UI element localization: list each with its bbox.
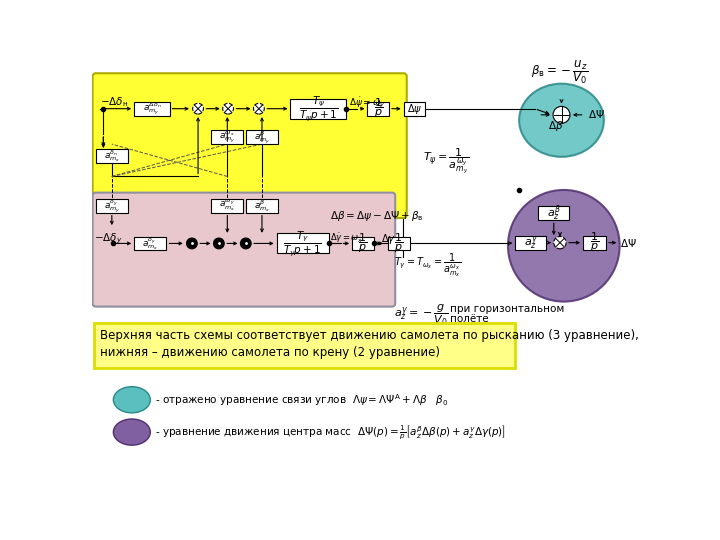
Text: $\dfrac{1}{p}$: $\dfrac{1}{p}$ bbox=[395, 232, 404, 255]
Text: $a_{m_x}^{\delta_{\rm н}}$: $a_{m_x}^{\delta_{\rm н}}$ bbox=[104, 147, 120, 164]
FancyBboxPatch shape bbox=[93, 73, 407, 218]
FancyBboxPatch shape bbox=[93, 193, 395, 307]
Text: $\Delta\psi$: $\Delta\psi$ bbox=[407, 102, 422, 116]
FancyBboxPatch shape bbox=[94, 323, 516, 368]
FancyBboxPatch shape bbox=[96, 199, 128, 213]
FancyBboxPatch shape bbox=[516, 236, 546, 249]
FancyBboxPatch shape bbox=[290, 99, 346, 119]
Circle shape bbox=[240, 238, 251, 249]
FancyBboxPatch shape bbox=[276, 233, 329, 253]
FancyBboxPatch shape bbox=[352, 237, 374, 251]
Text: $\Delta\dot{\psi}=\omega_y$: $\Delta\dot{\psi}=\omega_y$ bbox=[349, 96, 385, 110]
Text: $\Delta\Psi$: $\Delta\Psi$ bbox=[588, 108, 606, 120]
FancyBboxPatch shape bbox=[583, 236, 606, 249]
Text: $\Delta\beta$: $\Delta\beta$ bbox=[548, 119, 563, 133]
FancyBboxPatch shape bbox=[134, 102, 170, 116]
Text: $\dfrac{1}{p}$: $\dfrac{1}{p}$ bbox=[374, 97, 383, 120]
Text: $a_{m_y}^{\omega_x}$: $a_{m_y}^{\omega_x}$ bbox=[219, 130, 235, 145]
Text: $T_\psi=\dfrac{1}{a_{m_y}^{\omega_y}}$: $T_\psi=\dfrac{1}{a_{m_y}^{\omega_y}}$ bbox=[423, 146, 469, 176]
Text: $a_z^{\beta}$: $a_z^{\beta}$ bbox=[546, 204, 561, 223]
FancyBboxPatch shape bbox=[211, 130, 243, 144]
Text: $T_\gamma=T_{\omega_x}=\dfrac{1}{a_{m_x}^{\omega_x}}$: $T_\gamma=T_{\omega_x}=\dfrac{1}{a_{m_x}… bbox=[395, 251, 462, 279]
Text: $a_{m_x}^{\omega_y}$: $a_{m_x}^{\omega_y}$ bbox=[219, 198, 235, 213]
FancyBboxPatch shape bbox=[134, 237, 166, 251]
Text: $\Delta\beta=\Delta\psi-\Delta\Psi+\beta_{\rm в}$: $\Delta\beta=\Delta\psi-\Delta\Psi+\beta… bbox=[330, 210, 424, 224]
Text: $a_{m_x}^{\delta_y}$: $a_{m_x}^{\delta_y}$ bbox=[142, 235, 158, 252]
Text: $\Delta\Psi$: $\Delta\Psi$ bbox=[620, 237, 636, 248]
Text: $\Delta\gamma$: $\Delta\gamma$ bbox=[381, 232, 395, 246]
Text: Верхняя часть схемы соответствует движению самолета по рысканию (3 уравнение),: Верхняя часть схемы соответствует движен… bbox=[99, 329, 639, 342]
Text: $a_{m_y}^{\beta}$: $a_{m_y}^{\beta}$ bbox=[254, 129, 270, 146]
Text: полёте: полёте bbox=[450, 314, 488, 324]
Text: $\dfrac{T_\gamma}{T_\gamma p+1}$: $\dfrac{T_\gamma}{T_\gamma p+1}$ bbox=[284, 229, 323, 258]
FancyBboxPatch shape bbox=[246, 199, 278, 213]
Text: $a_z^\gamma=-\dfrac{g}{V_0}$: $a_z^\gamma=-\dfrac{g}{V_0}$ bbox=[395, 302, 449, 328]
Text: $a_{m_x}^{\beta}$: $a_{m_x}^{\beta}$ bbox=[254, 198, 270, 214]
Ellipse shape bbox=[519, 84, 604, 157]
Text: $\beta_{\rm в}=-\dfrac{u_z}{V_0}$: $\beta_{\rm в}=-\dfrac{u_z}{V_0}$ bbox=[531, 58, 588, 86]
Text: $\dfrac{1}{p}$: $\dfrac{1}{p}$ bbox=[359, 232, 367, 255]
FancyBboxPatch shape bbox=[246, 130, 278, 144]
Text: - отражено уравнение связи углов  $\Lambda\psi=\Lambda\Psi^{\rm А}+\Lambda\beta\: - отражено уравнение связи углов $\Lambd… bbox=[155, 392, 449, 408]
Ellipse shape bbox=[113, 387, 150, 413]
Circle shape bbox=[222, 103, 233, 114]
FancyBboxPatch shape bbox=[404, 102, 426, 116]
FancyBboxPatch shape bbox=[211, 199, 243, 213]
Text: $a_z^\gamma$: $a_z^\gamma$ bbox=[523, 234, 538, 251]
FancyBboxPatch shape bbox=[96, 148, 128, 163]
Text: нижняя – движению самолета по крену (2 уравнение): нижняя – движению самолета по крену (2 у… bbox=[99, 346, 439, 359]
FancyBboxPatch shape bbox=[367, 102, 389, 116]
FancyBboxPatch shape bbox=[388, 237, 410, 251]
Circle shape bbox=[553, 106, 570, 123]
FancyBboxPatch shape bbox=[539, 206, 570, 220]
Text: $\dfrac{1}{p}$: $\dfrac{1}{p}$ bbox=[590, 231, 599, 254]
Circle shape bbox=[213, 238, 224, 249]
Text: $\Delta\dot{\gamma}=\omega_x$: $\Delta\dot{\gamma}=\omega_x$ bbox=[330, 231, 364, 245]
Text: при горизонтальном: при горизонтальном bbox=[450, 304, 564, 314]
Ellipse shape bbox=[508, 190, 620, 301]
Circle shape bbox=[554, 237, 566, 249]
Text: $\dfrac{T_\psi}{T_\psi p+1}$: $\dfrac{T_\psi}{T_\psi p+1}$ bbox=[299, 94, 338, 123]
Circle shape bbox=[253, 103, 264, 114]
Circle shape bbox=[186, 238, 197, 249]
Text: $a_{m_y}^{\Delta\delta_{\rm н}}$: $a_{m_y}^{\Delta\delta_{\rm н}}$ bbox=[143, 100, 161, 117]
Circle shape bbox=[193, 103, 204, 114]
Text: $-\Delta\delta_{\rm н}$: $-\Delta\delta_{\rm н}$ bbox=[99, 95, 127, 109]
Text: $a_{m_y}^{\delta_y}$: $a_{m_y}^{\delta_y}$ bbox=[104, 197, 120, 214]
Ellipse shape bbox=[113, 419, 150, 445]
Text: $-\Delta\delta_y$: $-\Delta\delta_y$ bbox=[94, 232, 122, 246]
Text: - уравнение движения центра масс  $\Delta\Psi(p)=\frac{1}{p}\left[a_z^\beta\Delt: - уравнение движения центра масс $\Delta… bbox=[155, 423, 506, 441]
